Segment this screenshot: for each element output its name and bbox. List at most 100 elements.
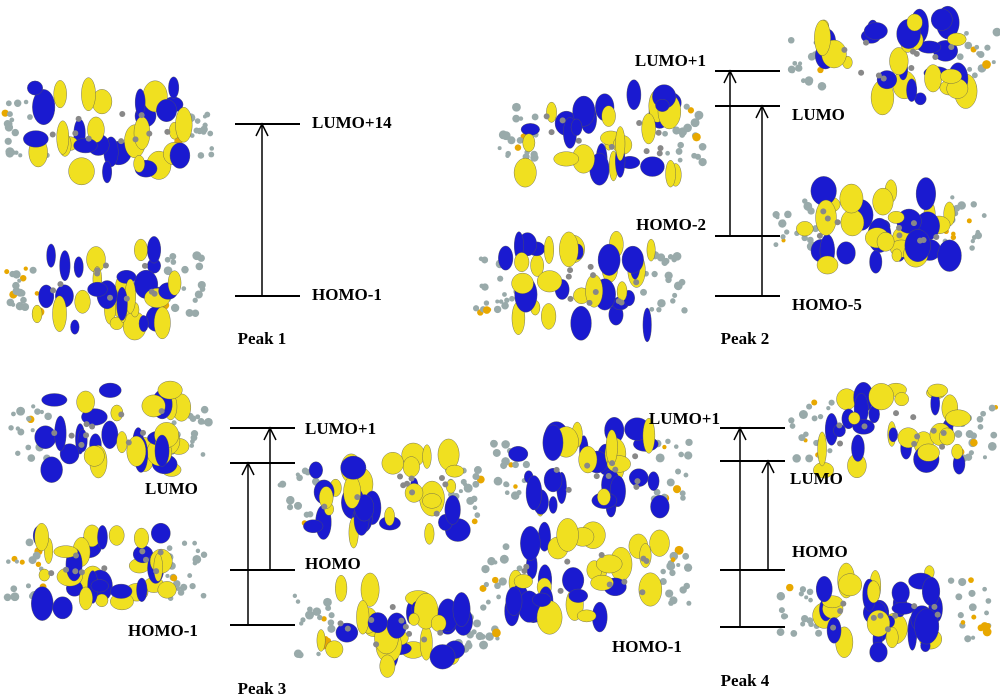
atom (777, 592, 785, 600)
atom (837, 608, 843, 614)
orbital-lobe (796, 221, 813, 236)
atom (544, 113, 550, 119)
atom (201, 551, 207, 557)
atom (593, 289, 599, 295)
atom (914, 51, 920, 57)
atom (209, 146, 214, 151)
atom (680, 490, 686, 496)
level-label: HOMO (305, 554, 361, 573)
atom (118, 411, 124, 417)
atom (495, 300, 499, 304)
orbital-lobe (848, 412, 860, 424)
orbital-lobe (577, 610, 596, 622)
atom (665, 151, 670, 156)
atom (861, 423, 867, 429)
orbital-lobe (341, 456, 366, 479)
orbital-lobe (867, 581, 880, 603)
orbital-lobe (905, 229, 931, 261)
atom (566, 487, 572, 493)
orbital-image (2, 77, 215, 185)
orbital-lobe (139, 315, 148, 331)
atom (803, 431, 809, 437)
atom (792, 454, 801, 463)
atom (69, 433, 75, 439)
orbital-lobe (817, 256, 838, 274)
atom (683, 124, 692, 133)
atom (669, 596, 677, 604)
atom (321, 504, 327, 510)
orbital-lobe (134, 155, 145, 172)
atom (684, 564, 692, 572)
atom (976, 230, 980, 234)
atom (390, 604, 396, 610)
orbital-lobe (403, 457, 420, 478)
atom (7, 111, 13, 117)
orbital-lobe (870, 250, 882, 273)
orbital-lobe (84, 446, 104, 467)
orbital-lobe (928, 384, 948, 397)
orbital-lobe (102, 161, 111, 183)
orbital-lobe (110, 584, 132, 598)
atom (676, 148, 683, 155)
atom (668, 254, 674, 260)
orbital-lobe (606, 430, 617, 465)
atom (293, 594, 297, 598)
orbital-lobe (42, 393, 67, 406)
atom (773, 242, 778, 247)
atom (501, 302, 509, 310)
atom (101, 565, 107, 571)
orbital-lobe (571, 119, 582, 136)
orbital-lobe (117, 287, 128, 320)
atom (807, 589, 814, 596)
atom (988, 442, 997, 451)
atom (499, 130, 508, 139)
atom (195, 118, 201, 124)
atom (12, 270, 20, 278)
orbital-lobe (147, 236, 161, 263)
atom (885, 626, 891, 632)
orbital-lobe (546, 102, 556, 122)
atom (665, 277, 671, 283)
atom (479, 641, 488, 650)
atom (193, 561, 198, 566)
atom (203, 114, 207, 118)
atom (950, 195, 954, 199)
atom (660, 569, 666, 575)
orbital-lobe (579, 446, 597, 473)
atom (486, 307, 491, 312)
atom (612, 467, 618, 473)
atom (207, 131, 213, 137)
atom (982, 60, 991, 69)
atom (296, 473, 300, 477)
orbital-lobe (96, 594, 108, 607)
atom (31, 404, 35, 408)
atom (982, 213, 987, 218)
orbital-image (278, 439, 485, 548)
orbital-lobe (88, 282, 108, 296)
orbital-lobe (650, 530, 670, 557)
atom (486, 600, 491, 605)
atom (566, 274, 572, 280)
orbital-lobe (602, 106, 616, 127)
atom (961, 620, 966, 625)
atom (964, 635, 971, 642)
atom (858, 70, 864, 76)
atom (201, 593, 207, 599)
orbital-lobe (506, 587, 522, 616)
orbital-lobe (514, 158, 536, 187)
orbital-lobe (916, 178, 936, 211)
orbital-lobe (520, 526, 540, 560)
atom (153, 568, 159, 574)
orbital-lobe (75, 290, 91, 313)
atom (189, 583, 195, 589)
orbital-lobe (559, 232, 578, 267)
atom (684, 473, 689, 478)
atom (514, 106, 519, 111)
atom (812, 415, 818, 421)
orbital-lobe (873, 188, 894, 215)
atom (492, 577, 498, 583)
orbital-lobe (79, 587, 92, 610)
atom (480, 604, 486, 610)
atom (27, 114, 33, 120)
atom (684, 451, 692, 459)
